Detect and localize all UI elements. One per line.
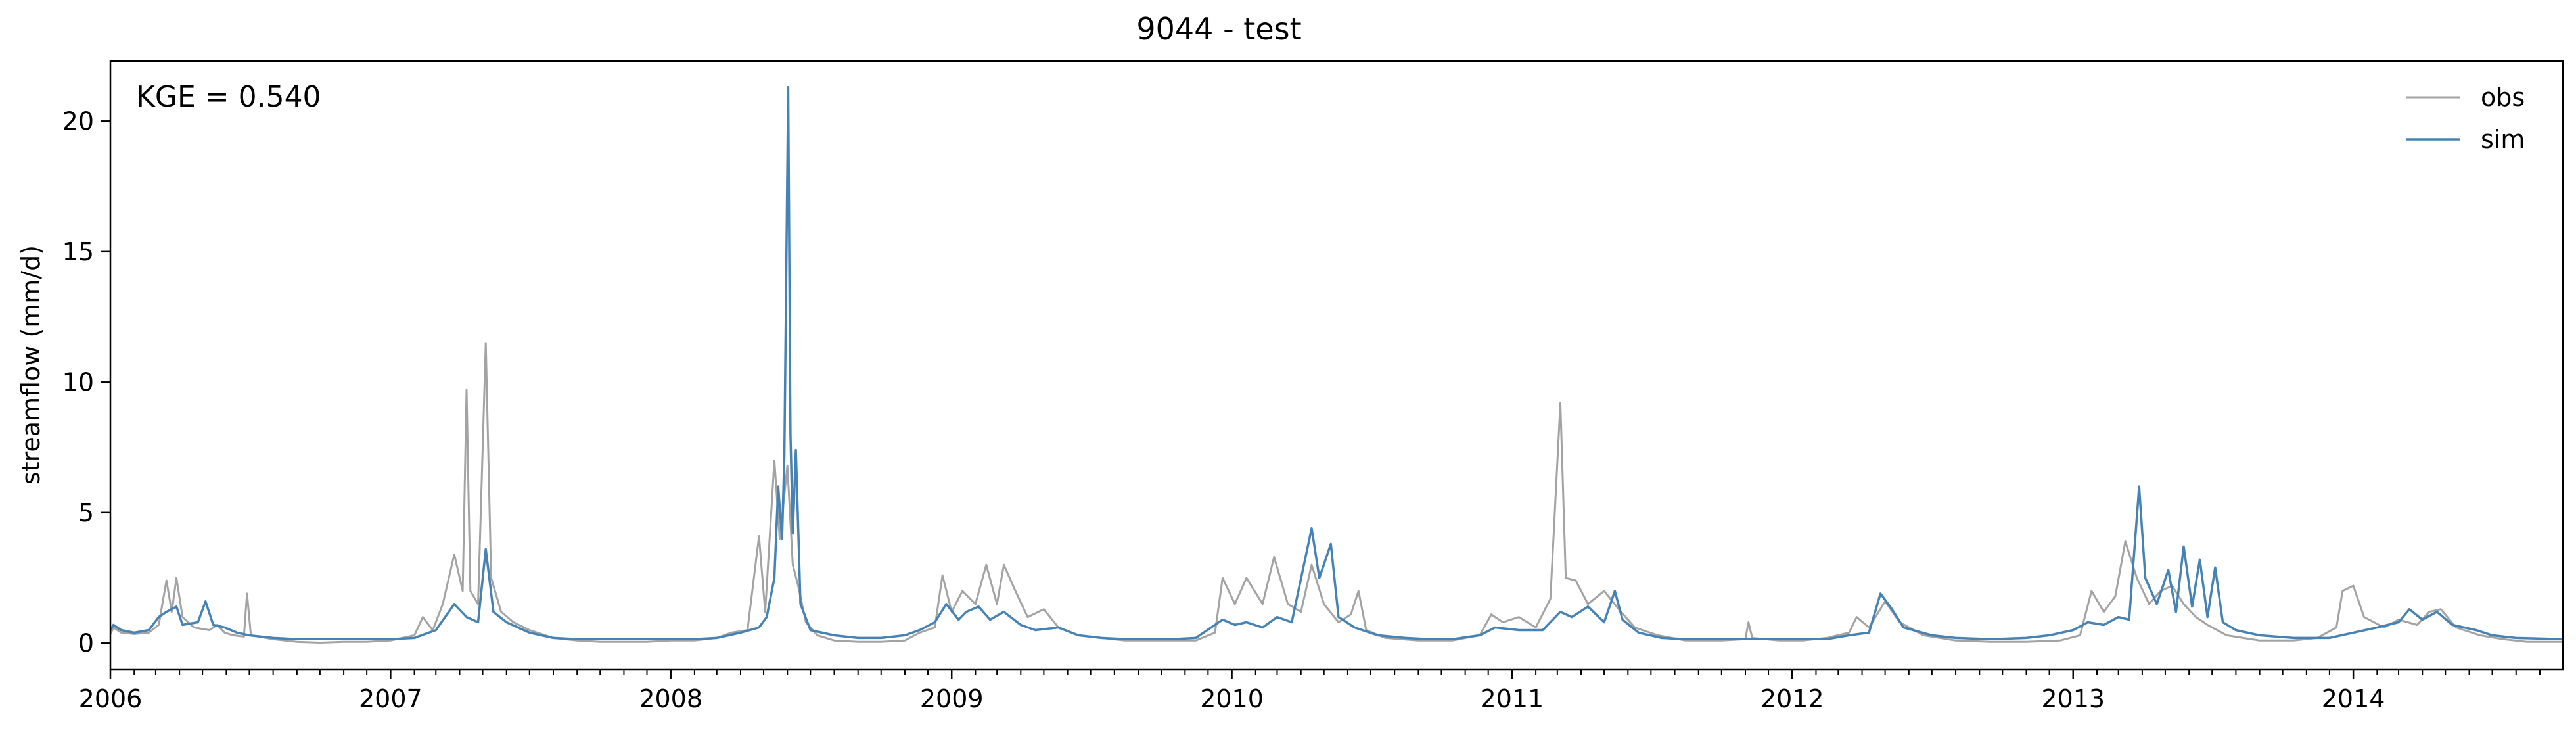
legend-label-sim: sim <box>2481 125 2525 154</box>
legend-label-obs: obs <box>2481 83 2525 112</box>
x-tick-label: 2014 <box>2322 684 2385 713</box>
y-tick-label: 5 <box>78 498 94 527</box>
x-tick-label: 2007 <box>359 684 423 713</box>
x-tick-label: 2006 <box>79 684 143 713</box>
y-axis-label: streamflow (mm/d) <box>16 245 45 485</box>
y-tick-label: 0 <box>78 628 94 657</box>
x-tick-label: 2009 <box>920 684 984 713</box>
plot-area <box>109 60 2564 671</box>
x-tick-label: 2013 <box>2041 684 2105 713</box>
legend: obs sim <box>2406 83 2525 154</box>
y-tick-label: 10 <box>62 368 94 396</box>
x-tick-label: 2010 <box>1200 684 1264 713</box>
series-line-obs <box>110 342 2563 644</box>
plot-frame <box>109 60 2564 671</box>
y-axis: 0 5 10 15 20 <box>62 107 110 657</box>
x-tick-label: 2008 <box>639 684 702 713</box>
y-tick-label: 15 <box>62 237 94 266</box>
series-layer <box>110 85 2563 644</box>
series-line-sim <box>110 85 2563 641</box>
x-tick-label: 2011 <box>1481 684 1544 713</box>
chart-title: 9044 - test <box>1136 11 1301 47</box>
y-tick-label: 20 <box>62 107 94 135</box>
x-axis: 2006 2007 2008 2009 2010 2011 2012 2013 2014 <box>79 669 2541 713</box>
kge-annotation: KGE = 0.540 <box>136 80 321 114</box>
x-tick-label: 2012 <box>1760 684 1824 713</box>
